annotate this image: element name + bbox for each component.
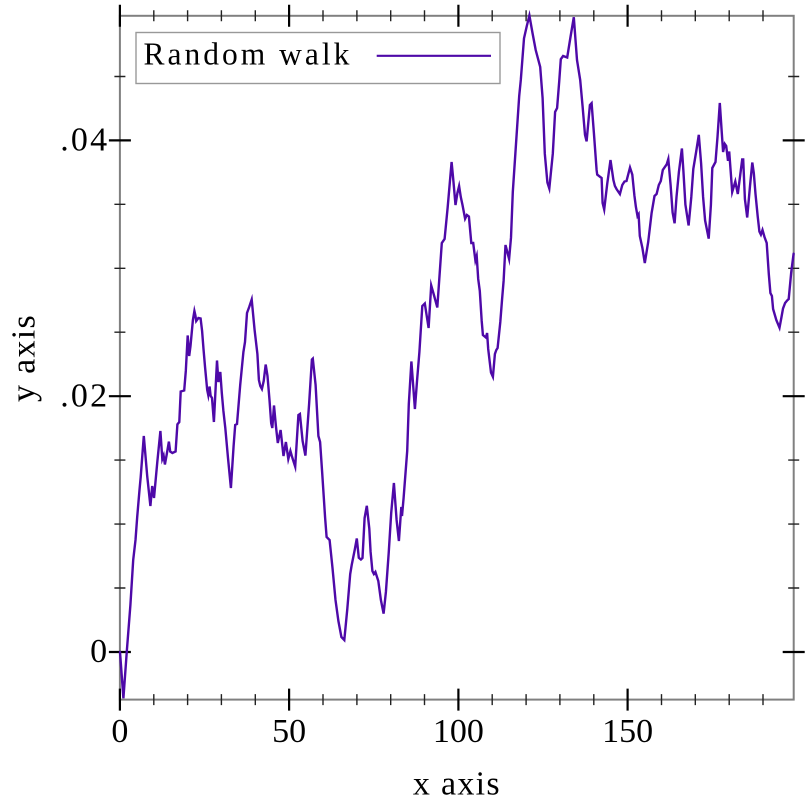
svg-text:y axis: y axis [6, 314, 43, 402]
svg-text:150: 150 [602, 713, 653, 750]
svg-text:50: 50 [272, 713, 306, 750]
svg-text:.04: .04 [60, 122, 109, 159]
svg-text:0: 0 [111, 713, 128, 750]
svg-text:x axis: x axis [413, 765, 501, 802]
svg-text:0: 0 [90, 633, 109, 670]
svg-text:.02: .02 [60, 377, 109, 414]
svg-text:Random walk: Random walk [144, 37, 353, 72]
svg-text:100: 100 [433, 713, 484, 750]
